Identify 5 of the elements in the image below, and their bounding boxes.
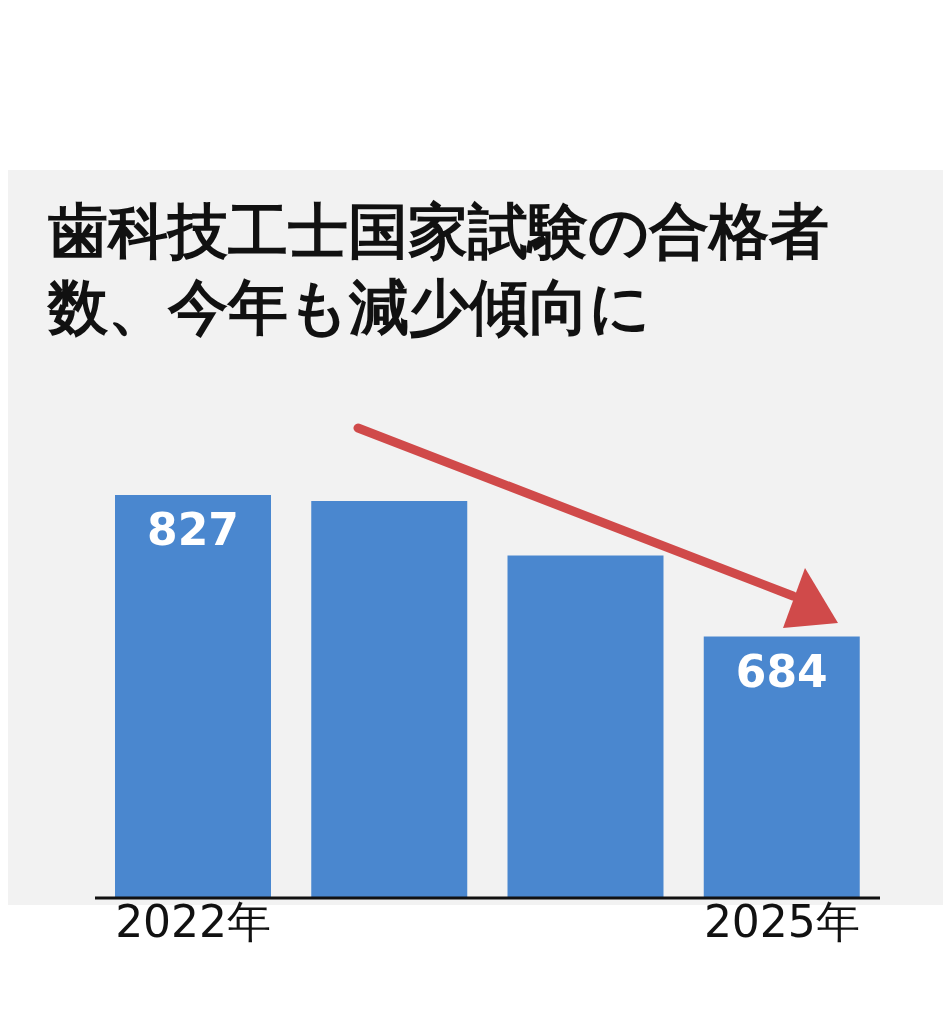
- x-tick-label: 2025年: [703, 896, 860, 948]
- chart-title: 歯科技工士国家試験の合格者数、今年も減少傾向に: [48, 195, 830, 344]
- data-label: 827: [147, 503, 239, 555]
- data-label: 684: [735, 645, 828, 697]
- x-tick-label: 2022年: [115, 896, 272, 948]
